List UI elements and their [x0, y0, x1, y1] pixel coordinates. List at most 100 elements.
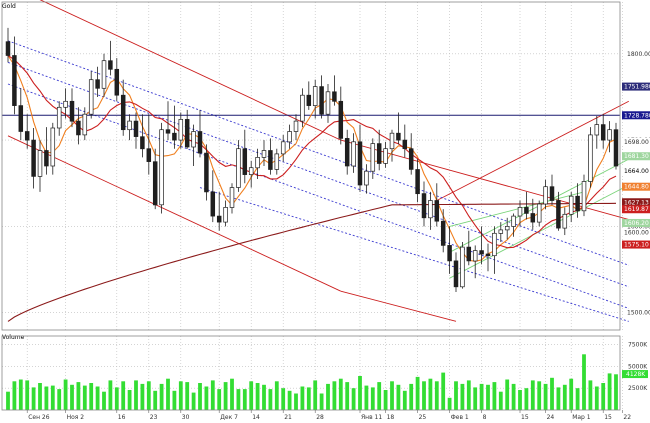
- volume-bar: [300, 386, 305, 410]
- channel-line: [340, 139, 629, 220]
- candle-body: [575, 195, 580, 212]
- volume-bar: [121, 381, 126, 410]
- price-tag-label: 1698.00: [624, 139, 649, 146]
- candle-body: [338, 100, 344, 139]
- candle-body: [511, 215, 516, 227]
- volume-tick-label: 5000K: [628, 363, 648, 370]
- volume-bar: [550, 377, 554, 410]
- x-tick-label: Сен 26: [28, 414, 50, 421]
- candle-body: [421, 193, 427, 219]
- volume-bar: [306, 387, 311, 410]
- candle-body: [607, 129, 612, 141]
- price-tag-label: 1606.20: [624, 220, 649, 227]
- volume-panel-title: Volume: [2, 334, 25, 341]
- candle-body: [101, 60, 107, 89]
- volume-bar: [223, 382, 228, 410]
- price-tag-bg: [622, 198, 650, 207]
- candle-body: [453, 260, 459, 288]
- candle-body: [248, 167, 254, 175]
- volume-tick-label: 7500K: [628, 342, 648, 349]
- price-tick-label: 1500.00: [627, 310, 650, 317]
- candle-body: [293, 120, 299, 132]
- volume-bar: [89, 383, 94, 410]
- price-tag-label: 1664.00: [624, 168, 649, 175]
- volume-bar: [594, 386, 599, 410]
- volume-bar: [473, 387, 478, 410]
- volume-bar: [146, 381, 151, 410]
- moving-average-line: [7, 55, 617, 262]
- volume-bar: [562, 384, 567, 410]
- candle-body: [325, 91, 331, 115]
- volume-bar: [479, 383, 484, 410]
- volume-bar: [326, 383, 330, 410]
- volume-bar: [498, 391, 503, 410]
- x-tick-label: 25: [419, 414, 427, 421]
- candle-body: [24, 131, 30, 141]
- candle-body: [210, 191, 216, 217]
- candle-body: [133, 120, 139, 137]
- volume-bar: [338, 378, 343, 410]
- candle-body: [530, 213, 536, 223]
- volume-bar: [274, 381, 279, 410]
- candle-body: [543, 186, 548, 205]
- candle-body: [549, 186, 555, 201]
- volume-bar: [575, 388, 580, 410]
- x-tick-label: 18: [387, 414, 395, 421]
- x-tick-label: 23: [150, 414, 158, 421]
- candle-body: [383, 148, 388, 164]
- candle-body: [178, 119, 184, 141]
- candle-body: [466, 246, 472, 262]
- x-tick-label: Янв 11: [361, 414, 382, 421]
- volume-bar: [63, 379, 68, 410]
- volume-panel-frame: [1, 335, 621, 411]
- volume-bar: [319, 393, 324, 410]
- volume-last-tag-label: 4128K: [626, 371, 646, 378]
- volume-bar: [108, 380, 113, 410]
- candle-body: [460, 246, 465, 288]
- channel-line: [7, 135, 341, 292]
- x-tick-label: 16: [118, 414, 126, 421]
- candle-body: [280, 141, 286, 155]
- volume-bar: [287, 390, 292, 410]
- candle-body: [146, 148, 152, 162]
- volume-bar: [262, 384, 266, 410]
- candle-body: [268, 150, 273, 170]
- volume-bar: [588, 380, 593, 410]
- volume-bar: [50, 385, 55, 410]
- volume-bar: [601, 383, 606, 410]
- price-tag-bg: [622, 167, 650, 176]
- volume-bar: [44, 386, 49, 410]
- volume-bar: [210, 380, 215, 410]
- x-axis: Сен 26 Ноя 2 16 23 30 Дек 7 14 21 28 Янв 11 18 25 Фе…: [26, 410, 631, 421]
- moving-averages: [7, 55, 617, 322]
- volume-bar: [236, 389, 241, 410]
- volume-bar: [511, 383, 516, 410]
- candle-body: [242, 148, 248, 175]
- candle-body: [255, 157, 260, 169]
- panel-frames: [1, 1, 621, 411]
- candle-body: [594, 124, 600, 136]
- volume-bar: [582, 354, 586, 410]
- candle-body: [37, 150, 43, 177]
- candle-body: [44, 150, 49, 167]
- moving-average-line: [7, 55, 617, 249]
- price-tag-bg: [622, 205, 650, 214]
- volume-bar: [524, 388, 529, 410]
- volume-bar: [390, 381, 394, 410]
- price-tag-label: 1627.13: [624, 199, 649, 206]
- volume-bar: [159, 383, 164, 410]
- candle-body: [82, 113, 88, 136]
- volume-tick-label: 2500K: [628, 385, 648, 392]
- price-tag-bg: [622, 218, 650, 227]
- volume-bar: [441, 372, 446, 410]
- volume-bar: [230, 378, 234, 410]
- volume-bar: [364, 385, 369, 410]
- volume-bar: [82, 385, 87, 410]
- volume-bar: [185, 382, 190, 410]
- volume-bar: [466, 380, 471, 410]
- price-tag-label: 1728.7800: [624, 112, 650, 119]
- volume-bar: [191, 392, 196, 410]
- volume-bar: [492, 382, 497, 410]
